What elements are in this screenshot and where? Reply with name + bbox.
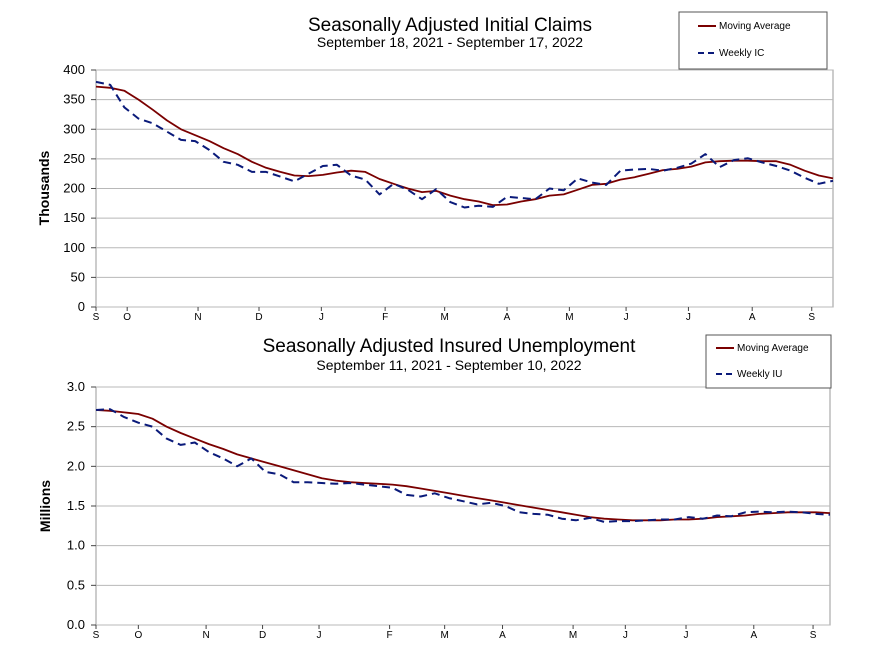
chart1-y-tick-label: 300 — [63, 121, 85, 136]
chart1-y-ticks: 0 50 100 150 200 250 300 350 400 — [63, 62, 96, 314]
chart2-title: Seasonally Adjusted Insured Unemployment — [263, 336, 637, 357]
chart2-x-tick-label: F — [387, 630, 393, 641]
chart1-legend: Moving Average Weekly IC — [678, 11, 828, 70]
chart1-x-tick-label: N — [194, 312, 201, 323]
chart2-x-tick-label: D — [259, 630, 266, 641]
chart1-x-tick-label: S — [808, 312, 815, 323]
chart2-subtitle: September 11, 2021 - September 10, 2022 — [316, 357, 581, 373]
chart1-y-tick-label: 50 — [71, 269, 85, 284]
chart2-y-tick-label: 0.0 — [67, 617, 85, 632]
chart1-x-tick-label: D — [255, 312, 262, 323]
chart-initial-claims: Seasonally Adjusted Initial Claims Septe… — [36, 11, 834, 323]
chart2-gridlines — [96, 386, 830, 626]
chart2-y-tick-label: 1.5 — [67, 498, 85, 513]
chart2-series — [95, 408, 831, 523]
chart1-legend-label-weekly: Weekly IC — [719, 48, 764, 59]
chart2-x-tick-label: O — [134, 630, 142, 641]
chart2-x-tick-label: A — [750, 630, 757, 641]
chart2-y-tick-label: 1.0 — [67, 538, 85, 553]
chart1-series — [95, 80, 834, 209]
chart1-y-axis-label: Thousands — [36, 150, 52, 225]
chart1-x-tick-label: A — [749, 312, 756, 323]
chart1-x-tick-label: F — [382, 312, 388, 323]
chart2-y-axis-label: Millions — [37, 480, 53, 532]
chart2-x-tick-label: M — [440, 630, 448, 641]
chart1-x-tick-label: A — [504, 312, 511, 323]
chart2-legend-label-moving-average: Moving Average — [737, 343, 809, 354]
chart2-x-tick-label: J — [684, 630, 689, 641]
chart1-y-tick-label: 150 — [63, 210, 85, 225]
chart1-title: Seasonally Adjusted Initial Claims — [308, 15, 592, 36]
chart1-x-tick-label: O — [123, 312, 131, 323]
chart1-x-tick-label: M — [440, 312, 448, 323]
chart2-legend-label-weekly: Weekly IU — [737, 369, 782, 380]
chart2-y-tick-label: 0.5 — [67, 577, 85, 592]
chart1-x-tick-label: M — [565, 312, 573, 323]
chart1-y-tick-label: 200 — [63, 181, 85, 196]
chart1-y-tick-label: 400 — [63, 62, 85, 77]
chart1-subtitle: September 18, 2021 - September 17, 2022 — [317, 34, 583, 50]
chart2-legend: Moving Average Weekly IU — [705, 334, 832, 389]
chart2-x-tick-label: A — [499, 630, 506, 641]
chart-insured-unemployment: Seasonally Adjusted Insured Unemployment… — [37, 334, 832, 641]
chart1-series-weekly-line — [95, 80, 834, 209]
chart2-x-tick-label: S — [810, 630, 817, 641]
chart1-y-tick-label: 350 — [63, 92, 85, 107]
chart1-series-moving-average-line — [95, 85, 834, 207]
chart1-legend-box — [678, 11, 828, 70]
chart2-y-tick-label: 2.0 — [67, 458, 85, 473]
chart2-y-tick-label: 2.5 — [67, 419, 85, 434]
chart1-y-tick-label: 250 — [63, 151, 85, 166]
chart1-x-tick-label: J — [686, 312, 691, 323]
chart1-y-tick-label: 0 — [78, 299, 85, 314]
chart2-x-tick-label: J — [317, 630, 322, 641]
chart2-series-moving-average-line — [95, 409, 831, 522]
chart1-y-tick-label: 100 — [63, 240, 85, 255]
chart2-x-tick-label: N — [202, 630, 209, 641]
chart2-series-weekly-line — [95, 408, 831, 523]
chart2-legend-box — [705, 334, 832, 389]
chart2-x-tick-label: J — [623, 630, 628, 641]
chart1-x-tick-label: J — [624, 312, 629, 323]
chart2-x-tick-label: M — [569, 630, 577, 641]
chart2-x-tick-label: S — [93, 630, 100, 641]
chart2-y-tick-label: 3.0 — [67, 379, 85, 394]
chart2-y-ticks: 0.0 0.5 1.0 1.5 2.0 2.5 3.0 — [67, 379, 96, 632]
chart1-legend-label-moving-average: Moving Average — [719, 21, 791, 32]
chart1-x-tick-label: J — [319, 312, 324, 323]
chart1-x-tick-label: S — [93, 312, 100, 323]
